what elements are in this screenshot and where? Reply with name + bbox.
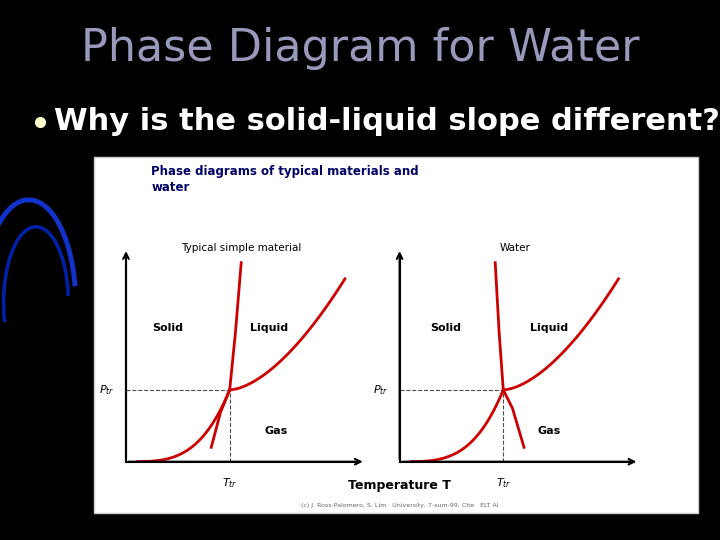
Text: Temperature T: Temperature T [348,480,451,492]
Text: Solid: Solid [430,323,462,333]
Text: Why is the solid-liquid slope different?: Why is the solid-liquid slope different? [54,107,720,136]
Text: $T_{tr}$: $T_{tr}$ [222,476,238,490]
FancyBboxPatch shape [94,157,698,513]
Text: Solid: Solid [152,323,183,333]
Text: Phase diagrams of typical materials and: Phase diagrams of typical materials and [151,165,419,178]
Text: Pressure p: Pressure p [79,332,89,387]
Text: $P_{tr}$: $P_{tr}$ [373,383,388,397]
Text: Gas: Gas [538,426,561,436]
Text: $T_{tr}$: $T_{tr}$ [495,476,511,490]
Text: Liquid: Liquid [250,323,288,333]
Text: water: water [151,181,189,194]
Text: Gas: Gas [264,426,287,436]
Text: $P_{tr}$: $P_{tr}$ [99,383,114,397]
Title: Water: Water [500,243,530,253]
Text: Liquid: Liquid [531,323,568,333]
Text: (c) J. Ross-Palomero, S. Lim   University, 7-sum-99, Che   ELT AI: (c) J. Ross-Palomero, S. Lim University,… [301,503,498,509]
Text: Phase Diagram for Water: Phase Diagram for Water [81,27,639,70]
Title: Typical simple material: Typical simple material [181,243,302,253]
